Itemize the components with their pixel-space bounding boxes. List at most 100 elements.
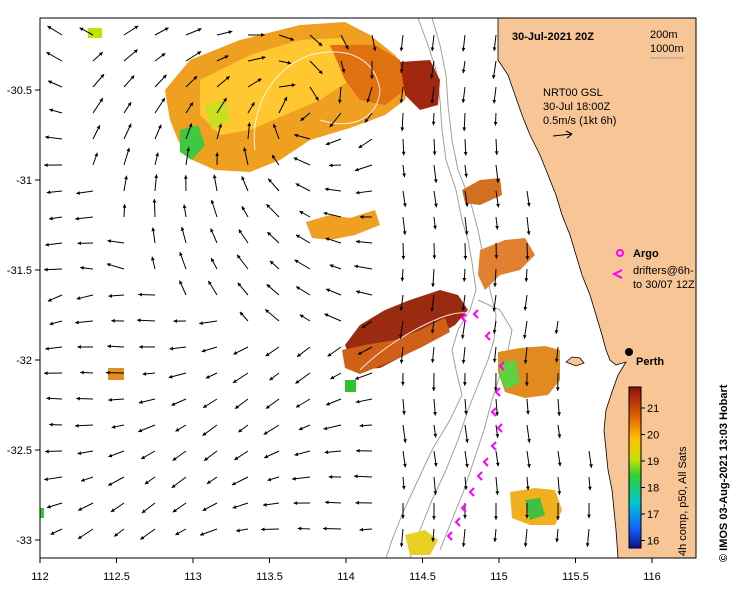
current-vector [45, 135, 63, 140]
current-vector [278, 96, 288, 114]
current-vector [523, 294, 528, 311]
product-scale: 0.5m/s (1kt 6h) [543, 115, 616, 127]
current-vector [185, 50, 202, 62]
current-vector [123, 49, 139, 62]
current-vector [323, 526, 342, 531]
current-vector [399, 294, 404, 311]
current-vector [295, 234, 311, 244]
current-vector [402, 398, 406, 415]
current-vector [185, 123, 193, 140]
current-vector [108, 397, 125, 402]
current-vector [80, 266, 94, 270]
current-vector [46, 502, 63, 509]
current-vector [329, 112, 342, 128]
current-vector [325, 237, 342, 244]
eddy-streamline-central [359, 312, 479, 371]
current-vector [236, 528, 249, 533]
current-vector [140, 450, 156, 460]
current-vector [359, 423, 373, 428]
current-vector [495, 164, 500, 183]
current-vector [431, 528, 436, 542]
current-vector [49, 108, 63, 114]
current-vector [294, 450, 311, 457]
current-vector [123, 101, 132, 114]
x-axis: 112 112.5 113 113.5 114 114.5 115 115.5 116 [31, 558, 661, 583]
current-vector [206, 476, 218, 485]
x-tick-label: 112 [31, 571, 49, 583]
colorbar-tick-label: 19 [647, 456, 659, 468]
current-vector [80, 476, 94, 482]
current-vector [172, 502, 187, 513]
current-vector [76, 190, 94, 195]
current-vector [462, 268, 467, 282]
current-vector [460, 320, 466, 339]
current-vector [111, 424, 125, 429]
current-vector [123, 25, 139, 36]
current-vector [138, 292, 156, 297]
current-vector [462, 112, 467, 131]
current-vector [461, 294, 466, 311]
current-vector [401, 476, 406, 490]
x-tick-label: 114.5 [409, 571, 436, 583]
current-vector [107, 239, 125, 244]
plot-frame [39, 17, 697, 559]
y-tick-label: -30.5 [7, 85, 32, 97]
current-vector [555, 372, 560, 391]
current-vector [247, 122, 252, 140]
current-vector [431, 268, 435, 287]
current-vector [278, 34, 295, 41]
current-vector [556, 502, 560, 521]
current-vector [185, 147, 191, 166]
current-vector [140, 528, 156, 540]
current-vector [401, 242, 406, 260]
colorbar [628, 386, 642, 549]
y-tick-label: -32 [16, 355, 32, 367]
current-vector [172, 450, 187, 462]
current-vector [359, 527, 373, 532]
current-vector [239, 311, 249, 322]
current-vector [495, 424, 500, 438]
current-vector [76, 294, 94, 300]
current-vector [430, 34, 435, 52]
x-tick-label: 112.5 [103, 571, 130, 583]
current-vector [371, 34, 377, 52]
current-vector [398, 320, 404, 339]
current-vector [47, 294, 63, 302]
current-vector [495, 450, 500, 467]
current-vector [330, 372, 342, 380]
current-vector [370, 60, 374, 80]
current-vector [525, 242, 530, 260]
current-vector [92, 97, 104, 114]
current-vector [247, 78, 262, 88]
current-vector [123, 175, 128, 192]
current-vector [526, 190, 531, 207]
current-vector [309, 60, 323, 75]
current-vector [216, 123, 223, 140]
current-vector [337, 86, 342, 104]
current-vector [247, 102, 255, 114]
y-tick-label: -31 [16, 175, 32, 187]
colorbar-label: 4h comp, p50, All Sats [677, 446, 689, 556]
current-vector [323, 211, 342, 218]
current-vector [46, 51, 63, 62]
drifter-position [490, 407, 497, 417]
current-vector [46, 190, 63, 195]
y-tick-label: -33 [16, 535, 32, 547]
current-vector [463, 138, 468, 156]
current-vector [151, 256, 156, 270]
current-vector [492, 346, 497, 363]
current-vector [77, 502, 94, 511]
current-vector [557, 450, 562, 467]
current-vector [295, 372, 311, 384]
isobath-inshore [439, 299, 513, 551]
drifter-position [496, 423, 503, 433]
current-vector [264, 450, 280, 459]
current-vector [175, 424, 187, 432]
scale-arrow [552, 130, 573, 139]
current-vector [263, 424, 280, 435]
current-vector [431, 112, 436, 126]
current-vector [202, 502, 218, 512]
current-vector [430, 320, 435, 334]
current-vector [522, 320, 528, 339]
